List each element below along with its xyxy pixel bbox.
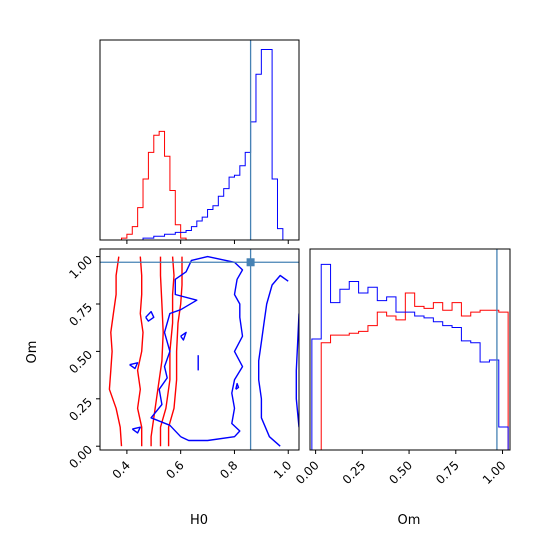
histogram-sample-b — [311, 263, 509, 450]
histogram-sample-b — [100, 49, 294, 241]
contour-sample-a — [150, 256, 164, 447]
contour-sample-a — [108, 256, 123, 447]
contour-sample-b — [235, 382, 240, 390]
contour-sample-a — [136, 256, 144, 447]
om-tick-label: 0.75 — [66, 300, 95, 329]
h0-tick-label: 0.6 — [163, 458, 186, 481]
h0-histogram-frame — [99, 39, 300, 241]
h0-tick-label: 0.8 — [217, 458, 240, 481]
om-histogram-panel: 0.00 0.25 0.50 0.75 1.00 — [293, 248, 511, 487]
om-x-tick-label: 0.75 — [433, 458, 462, 487]
om-tick-label: 0.50 — [66, 348, 95, 377]
om-tick-label: 0.25 — [66, 395, 95, 424]
om-x-tick-label: 0.00 — [293, 458, 322, 487]
h0-om-contour-panel: 0.4 0.6 0.8 1.0 0.00 0.25 0.50 0.75 1.00 — [66, 248, 300, 482]
om-tick-label: 0.00 — [66, 442, 95, 471]
truth-marker — [246, 258, 255, 267]
contour-sample-b — [258, 274, 289, 447]
om-axis-label: Om — [398, 513, 421, 528]
h0-axis-label: H0 — [190, 513, 208, 528]
h0-histogram-panel — [99, 39, 300, 244]
h0-tick-label: 0.4 — [110, 458, 133, 481]
contour-group — [108, 255, 299, 447]
om-x-tick-label: 0.50 — [386, 458, 415, 487]
om-x-tick-label: 0.25 — [340, 458, 369, 487]
om-x-tick-label: 1.00 — [480, 458, 509, 487]
contour-sample-b — [180, 331, 187, 341]
om-histogram-frame — [309, 248, 511, 451]
joint-frame — [99, 248, 300, 451]
contour-sample-b — [131, 426, 142, 434]
contour-sample-a — [167, 256, 183, 447]
om-tick-label: 1.00 — [66, 253, 95, 282]
contour-sample-b — [129, 362, 139, 370]
histogram-sample-a — [311, 292, 509, 451]
h0-tick-label: 1.0 — [271, 458, 294, 481]
om-y-axis-label: Om — [25, 341, 40, 364]
contour-sample-b — [295, 313, 299, 428]
contour-sample-b — [145, 310, 155, 322]
